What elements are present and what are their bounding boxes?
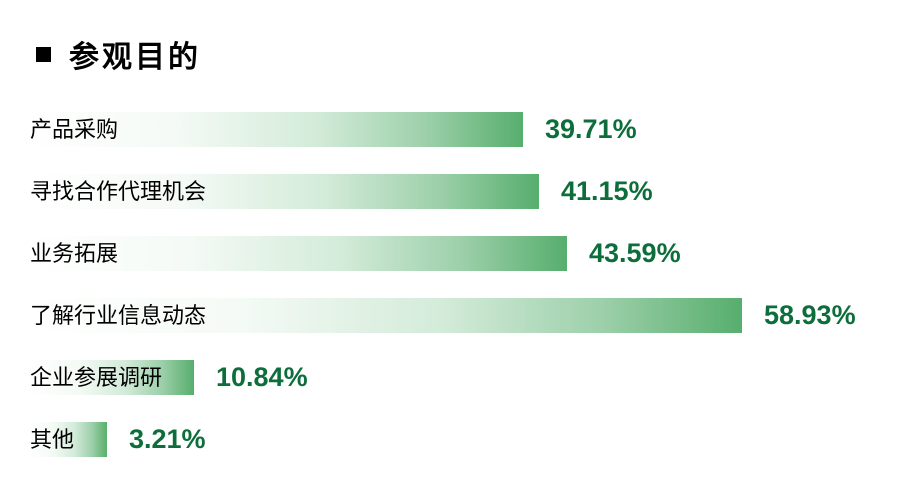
bar-value: 43.59% [589, 238, 681, 268]
bar-value: 10.84% [216, 362, 308, 392]
bar-label: 寻找合作代理机会 [30, 178, 207, 204]
bar-label: 其他 [30, 426, 75, 452]
bar: 业务拓展 [30, 236, 567, 271]
bar: 企业参展调研 [30, 360, 194, 395]
bar-row: 了解行业信息动态 58.93% [30, 298, 901, 333]
bar: 了解行业信息动态 [30, 298, 742, 333]
bar-value: 39.71% [545, 114, 637, 144]
chart-title: 参观目的 [69, 41, 201, 74]
square-bullet-icon [36, 46, 51, 62]
bar-value: 3.21% [129, 424, 206, 454]
bar-row: 其他 3.21% [30, 422, 901, 457]
bar-value: 41.15% [561, 176, 653, 206]
bar-value: 58.93% [764, 300, 856, 330]
bar-row: 产品采购 39.71% [30, 112, 901, 147]
chart-header: 参观目的 [36, 34, 901, 74]
bar-rows: 产品采购 39.71% 寻找合作代理机会 41.15% 业务拓展 43.59% … [30, 112, 901, 457]
bar: 其他 [30, 422, 107, 457]
bar-label: 企业参展调研 [30, 364, 163, 390]
bar-label: 业务拓展 [30, 240, 119, 266]
bar-row: 寻找合作代理机会 41.15% [30, 174, 901, 209]
bar: 产品采购 [30, 112, 523, 147]
bar: 寻找合作代理机会 [30, 174, 539, 209]
bar-label: 产品采购 [30, 116, 119, 142]
bar-row: 业务拓展 43.59% [30, 236, 901, 271]
bar-row: 企业参展调研 10.84% [30, 360, 901, 395]
bar-label: 了解行业信息动态 [30, 302, 207, 328]
